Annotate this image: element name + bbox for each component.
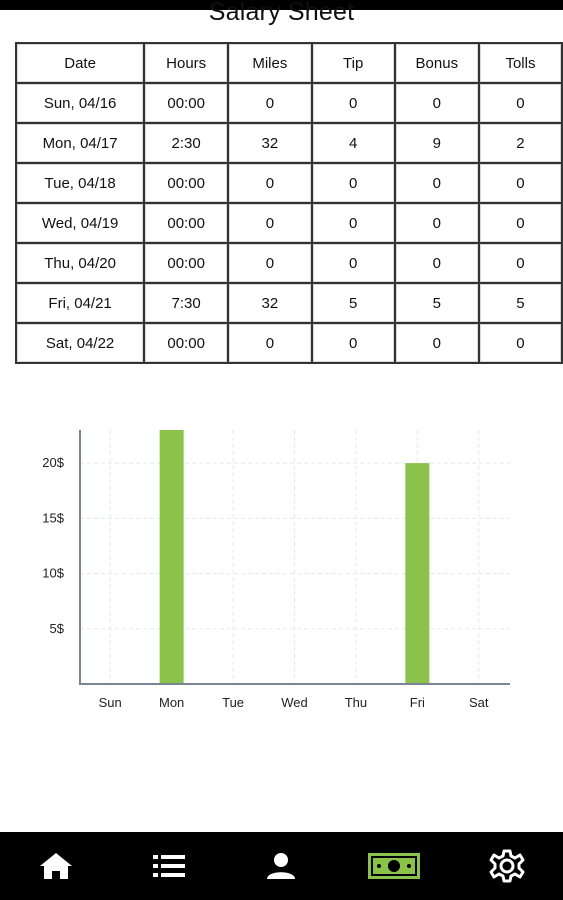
table-cell: Sat, 04/22 — [15, 322, 146, 364]
person-icon — [267, 853, 296, 879]
y-tick-label: 20$ — [42, 455, 64, 470]
table-header-row: Date Hours Miles Tip Bonus Tolls — [15, 42, 563, 84]
table-cell: 0 — [227, 242, 313, 284]
table-row[interactable]: Thu, 04/20 00:00 0 0 0 0 — [15, 242, 563, 284]
table-row[interactable]: Fri, 04/21 7:30 32 5 5 5 — [15, 282, 563, 324]
salary-table: Date Hours Miles Tip Bonus Tolls Sun, 04/16 00:… — [15, 42, 563, 364]
table-cell: 9 — [393, 122, 480, 164]
table-cell: Thu, 04/20 — [15, 242, 146, 284]
y-tick-label: 15$ — [42, 510, 64, 525]
x-tick-label: Thu — [345, 695, 367, 710]
x-tick-label: Mon — [159, 695, 184, 710]
earnings-chart: 5$ 10$ 15$ 20$ Sun Mon Tue Wed Thu Fri Sat — [0, 400, 563, 730]
table-cell: 7:30 — [143, 282, 230, 324]
x-tick-label: Fri — [410, 695, 425, 710]
nav-salary-button[interactable] — [359, 836, 429, 896]
table-cell: 0 — [310, 322, 396, 364]
table-row[interactable]: Wed, 04/19 00:00 0 0 0 0 — [15, 202, 563, 244]
column-header: Tip — [310, 42, 396, 84]
home-icon — [40, 853, 73, 879]
x-tick-label: Sun — [99, 695, 122, 710]
table-cell: 5 — [393, 282, 480, 324]
table-cell: 0 — [227, 202, 313, 244]
table-cell: Fri, 04/21 — [15, 282, 146, 324]
table-cell: 00:00 — [143, 202, 230, 244]
nav-settings-button[interactable] — [472, 836, 542, 896]
list-icon — [152, 855, 185, 877]
table-cell: 0 — [227, 162, 313, 204]
money-icon — [368, 853, 421, 879]
nav-profile-button[interactable] — [246, 836, 316, 896]
table-cell: 00:00 — [143, 322, 230, 364]
table-cell: 32 — [227, 122, 313, 164]
x-tick-label: Wed — [281, 695, 308, 710]
table-cell: 0 — [310, 202, 396, 244]
table-cell: 00:00 — [143, 162, 230, 204]
column-header: Miles — [227, 42, 313, 84]
table-cell: Wed, 04/19 — [15, 202, 146, 244]
table-cell: 0 — [310, 162, 396, 204]
table-row[interactable]: Mon, 04/17 2:30 32 4 9 2 — [15, 122, 563, 164]
table-cell: 00:00 — [143, 242, 230, 284]
table-cell: 0 — [310, 82, 396, 124]
table-cell: 00:00 — [143, 82, 230, 124]
column-header: Bonus — [393, 42, 480, 84]
nav-list-button[interactable] — [134, 836, 204, 896]
column-header: Tolls — [477, 42, 563, 84]
table-cell: 0 — [393, 82, 480, 124]
table-row[interactable]: Sun, 04/16 00:00 0 0 0 0 — [15, 82, 563, 124]
table-cell: 0 — [477, 242, 563, 284]
y-tick-label: 5$ — [50, 621, 65, 636]
table-cell: 0 — [310, 242, 396, 284]
y-tick-label: 10$ — [42, 566, 64, 581]
table-cell: 32 — [227, 282, 313, 324]
table-cell: 0 — [477, 202, 563, 244]
earnings-bar-chart: 5$ 10$ 15$ 20$ Sun Mon Tue Wed Thu Fri Sat — [42, 430, 510, 710]
bottom-nav-bar — [0, 832, 563, 900]
table-cell: 0 — [477, 162, 563, 204]
table-cell: 0 — [227, 322, 313, 364]
table-cell: 4 — [310, 122, 396, 164]
table-row[interactable]: Tue, 04/18 00:00 0 0 0 0 — [15, 162, 563, 204]
column-header: Date — [15, 42, 146, 84]
table-cell: 2:30 — [143, 122, 230, 164]
table-cell: Tue, 04/18 — [15, 162, 146, 204]
table-cell: Sun, 04/16 — [15, 82, 146, 124]
table-cell: 2 — [477, 122, 563, 164]
table-cell: 0 — [393, 242, 480, 284]
bar-mon — [159, 430, 184, 684]
table-cell: 0 — [477, 82, 563, 124]
table-cell: 0 — [393, 162, 480, 204]
column-header: Hours — [143, 42, 230, 84]
salary-table-container[interactable]: Date Hours Miles Tip Bonus Tolls Sun, 04/16 00:… — [15, 42, 563, 382]
table-cell: Mon, 04/17 — [15, 122, 146, 164]
x-tick-label: Tue — [222, 695, 244, 710]
table-cell: 0 — [477, 322, 563, 364]
page-title: Salary Sheet — [208, 0, 355, 26]
table-cell: 0 — [393, 202, 480, 244]
gear-icon — [489, 849, 525, 883]
table-cell: 0 — [393, 322, 480, 364]
top-status-strip — [0, 0, 563, 10]
nav-home-button[interactable] — [21, 836, 91, 896]
table-cell: 0 — [227, 82, 313, 124]
table-cell: 5 — [310, 282, 396, 324]
bar-fri — [405, 463, 430, 684]
x-tick-label: Sat — [469, 695, 489, 710]
table-row[interactable]: Sat, 04/22 00:00 0 0 0 0 — [15, 322, 563, 364]
table-cell: 5 — [477, 282, 563, 324]
